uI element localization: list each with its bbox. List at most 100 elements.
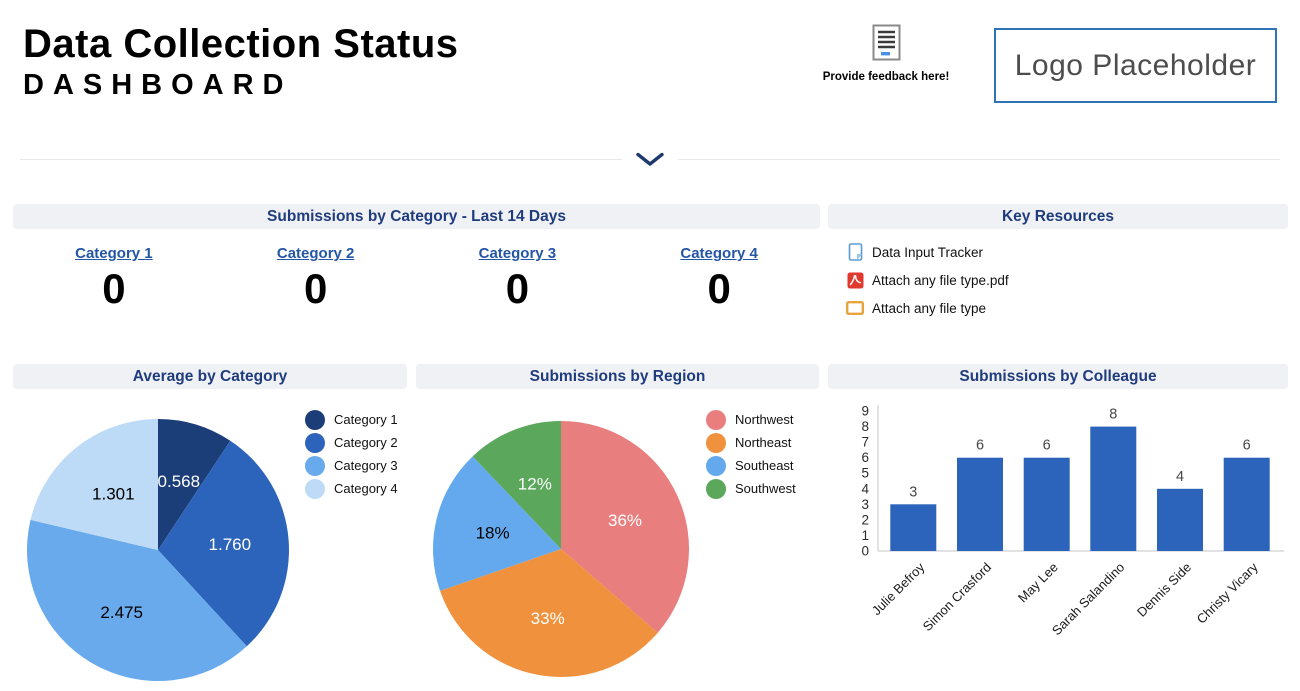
legend-label: Southeast (735, 458, 794, 473)
bar-category-label: May Lee (1015, 560, 1061, 606)
resource-link-pdf[interactable]: Attach any file type.pdf (846, 266, 1288, 294)
y-axis-tick-label: 8 (861, 419, 869, 434)
category-panel: Submissions by Category - Last 14 Days C… (13, 204, 820, 322)
pie-slice-southeast (433, 456, 561, 591)
pie-region-title: Submissions by Region (529, 367, 706, 385)
bar-value-label: 6 (1043, 438, 1051, 454)
category-link[interactable]: Category 3 (478, 245, 557, 262)
resource-link-tracker[interactable]: Data Input Tracker (846, 238, 1288, 266)
resources-panel: Key Resources Data Input Tracker (828, 204, 1288, 322)
legend-item: Southeast (706, 455, 796, 476)
category-link[interactable]: Category 1 (75, 245, 153, 262)
legend-swatch (305, 455, 325, 476)
file-icon (846, 299, 864, 317)
page-subtitle: DASHBOARD (23, 69, 293, 101)
bar-christy-vicary (1223, 457, 1270, 551)
pie-region-header: Submissions by Region (416, 364, 819, 389)
pdf-icon (846, 271, 864, 289)
pie-slice-label: 2.475 (100, 603, 143, 622)
y-axis-tick-label: 5 (861, 466, 869, 481)
category-metric: Category 2 0 (215, 245, 417, 312)
category-value: 0 (707, 265, 731, 312)
category-value: 0 (102, 265, 126, 312)
y-axis-tick-label: 9 (861, 404, 869, 419)
pie-slice-category-2 (158, 440, 289, 647)
page-header: Data Collection Status DASHBOARD Provide… (0, 0, 1300, 135)
bar-category-label: Simon Crasford (920, 560, 994, 634)
bar-dennis-side (1157, 488, 1203, 551)
legend-item: Northwest (706, 409, 796, 430)
pie-region-chart: 36% 33% 18% 12% Northwest Northeast Southeast… (416, 389, 819, 691)
category-metric: Category 3 0 (417, 245, 619, 312)
resource-label[interactable]: Attach any file type (872, 300, 987, 316)
bar-category-label: Dennis Side (1134, 560, 1194, 620)
collapse-chevron-icon[interactable] (622, 152, 678, 167)
pie-category-chart: 0.568 1.760 2.475 1.301 Category 1 Category … (13, 389, 407, 691)
pie-region-panel: Submissions by Region 36% 33% 18% 12% North… (416, 364, 819, 691)
bar-value-label: 6 (1243, 438, 1251, 454)
bar-sarah-salandino (1090, 426, 1137, 551)
feedback-link[interactable]: Provide feedback here! (820, 24, 952, 83)
bar-colleague-panel: Submissions by Colleague 0 1 2 3 4 5 6 7 8 9 3 Juli… (828, 364, 1288, 691)
legend-swatch (305, 478, 325, 499)
resource-label[interactable]: Data Input Tracker (872, 244, 984, 260)
legend-label: Northwest (735, 412, 794, 427)
charts-row: Average by Category 0.568 1.760 2.475 1.301… (13, 364, 1288, 691)
category-link[interactable]: Category 2 (276, 245, 355, 262)
bar-category-label: Sarah Salandino (1049, 560, 1128, 639)
legend-swatch (706, 409, 726, 430)
legend-item: Category 4 (305, 478, 398, 499)
feedback-form-icon[interactable] (872, 24, 901, 66)
page-title: Data Collection Status (23, 22, 459, 66)
pie-slice-southwest (472, 421, 561, 549)
pie-slice-label: 12% (518, 475, 552, 494)
resources-panel-title: Key Resources (1001, 207, 1114, 225)
pie-chart-average-by-category: 0.568 1.760 2.475 1.301 (27, 419, 289, 681)
pie-slice-category-4 (30, 419, 158, 550)
category-value: 0 (303, 265, 328, 312)
pie-slice-label: 18% (476, 523, 510, 542)
bar-category-label: Julie Befroy (869, 559, 928, 618)
legend-label: Category 1 (334, 412, 398, 427)
legend-item: Northeast (706, 432, 796, 453)
legend-swatch (305, 432, 325, 453)
legend-swatch (305, 409, 325, 430)
pie-region-legend: Northwest Northeast Southeast Southwest (706, 409, 796, 691)
legend-item: Category 1 (305, 409, 398, 430)
pie-chart-submissions-by-region: 36% 33% 18% 12% (433, 421, 690, 678)
bar-colleague-header: Submissions by Colleague (828, 364, 1288, 389)
pie-category-header: Average by Category (13, 364, 407, 389)
category-panel-title: Submissions by Category - Last 14 Days (267, 207, 566, 225)
category-metrics: Category 1 0 Category 2 0 Category 3 0 Categor… (13, 229, 820, 312)
pie-slice-category-3 (27, 519, 247, 681)
pie-category-panel: Average by Category 0.568 1.760 2.475 1.301… (13, 364, 407, 691)
legend-label: Northeast (735, 435, 792, 450)
resource-link-file[interactable]: Attach any file type (846, 294, 1288, 322)
y-axis-tick-label: 1 (861, 528, 869, 543)
y-axis-tick-label: 2 (861, 512, 869, 527)
legend-swatch (706, 432, 726, 453)
resources-list: Data Input Tracker Attach any file type.… (828, 229, 1288, 322)
pie-slice-label: 0.568 (158, 472, 201, 491)
category-metric: Category 1 0 (13, 245, 215, 312)
legend-item: Category 3 (305, 455, 398, 476)
legend-item: Southwest (706, 478, 796, 499)
legend-swatch (706, 478, 726, 499)
metrics-row: Submissions by Category - Last 14 Days C… (13, 204, 1288, 322)
category-link[interactable]: Category 4 (680, 245, 758, 262)
bar-value-label: 4 (1176, 469, 1184, 485)
resource-label[interactable]: Attach any file type.pdf (872, 272, 1009, 288)
pie-slice-label: 1.301 (92, 485, 135, 504)
y-axis-tick-label: 3 (861, 497, 869, 512)
pie-slice-label: 33% (531, 609, 565, 628)
y-axis-tick-label: 7 (861, 435, 869, 450)
bar-colleague-chart: 0 1 2 3 4 5 6 7 8 9 3 Julie Befroy 6 Simon Crasford 6 M… (828, 389, 1288, 684)
resources-panel-header: Key Resources (828, 204, 1288, 229)
feedback-label[interactable]: Provide feedback here! (822, 71, 950, 83)
logo-text: Logo Placeholder (1014, 48, 1257, 82)
category-panel-header: Submissions by Category - Last 14 Days (13, 204, 820, 229)
category-value: 0 (505, 265, 530, 312)
legend-label: Category 4 (334, 481, 398, 496)
pie-category-legend: Category 1 Category 2 Category 3 Category 4 (305, 409, 398, 691)
